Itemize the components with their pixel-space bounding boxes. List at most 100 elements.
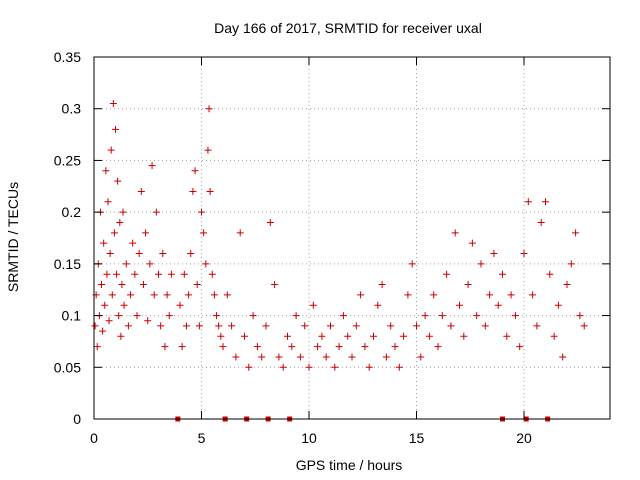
- data-point: [148, 162, 156, 170]
- data-point: [468, 239, 476, 247]
- y-ticks: 0 0.05 0.1 0.15 0.2 0.25 0.3 0.35: [54, 49, 610, 427]
- data-point: [413, 322, 420, 330]
- data-point: [191, 167, 199, 175]
- data-point: [198, 208, 205, 216]
- data-point: [580, 322, 588, 330]
- data-point: [275, 353, 283, 361]
- data-point: [438, 312, 446, 320]
- data-point: [176, 301, 184, 309]
- data-point: [357, 291, 365, 299]
- data-point: [109, 100, 117, 108]
- data-point: [567, 260, 575, 268]
- data-point: [116, 218, 124, 226]
- data-point: [236, 229, 244, 237]
- data-point: [391, 343, 399, 351]
- data-point: [490, 250, 498, 258]
- x-tick-label: 15: [409, 430, 425, 446]
- chart-title: Day 166 of 2017, SRMTID for receiver uxa…: [214, 20, 482, 36]
- data-point: [185, 291, 193, 299]
- y-tick-label: 0.25: [54, 152, 81, 168]
- data-point: [208, 270, 216, 278]
- data-point: [150, 291, 158, 299]
- data-point: [127, 291, 135, 299]
- data-point: [572, 229, 580, 237]
- plot-frame: [93, 56, 611, 420]
- data-point: [481, 322, 489, 330]
- data-point: [331, 363, 339, 371]
- data-point: [122, 260, 130, 268]
- y-tick-label: 0.1: [62, 308, 82, 324]
- data-point: [195, 322, 203, 330]
- data-point: [157, 322, 165, 330]
- data-point: [464, 281, 472, 289]
- data-point: [115, 312, 123, 320]
- data-point: [417, 353, 425, 361]
- data-point: [348, 353, 356, 361]
- data-point: [100, 239, 108, 247]
- data-point: [421, 312, 429, 320]
- grid-layer: [94, 57, 610, 419]
- data-point: [98, 281, 106, 289]
- data-point: [352, 322, 360, 330]
- data-point: [178, 343, 186, 351]
- data-point: [550, 332, 558, 340]
- data-point: [322, 353, 330, 361]
- y-tick-label: 0.35: [54, 49, 81, 65]
- data-point: [187, 250, 195, 258]
- data-point: [142, 229, 150, 237]
- data-point: [529, 291, 537, 299]
- x-tick-label: 5: [198, 430, 206, 446]
- data-point: [460, 332, 468, 340]
- data-point: [576, 312, 584, 320]
- data-point: [533, 322, 541, 330]
- data-point: [309, 301, 317, 309]
- data-point: [258, 353, 266, 361]
- data-point: [180, 270, 188, 278]
- data-point: [113, 270, 121, 278]
- data-point: [215, 322, 223, 330]
- data-point: [102, 167, 110, 175]
- data-point: [374, 301, 382, 309]
- data-point: [279, 363, 287, 371]
- data-point: [161, 343, 169, 351]
- data-point: [249, 312, 257, 320]
- data-point: [301, 322, 309, 330]
- data-point: [296, 353, 304, 361]
- data-point: [494, 301, 502, 309]
- x-tick-label: 20: [516, 430, 532, 446]
- data-point: [400, 332, 408, 340]
- data-point: [292, 312, 300, 320]
- data-point: [93, 343, 101, 351]
- data-point: [305, 363, 313, 371]
- data-point: [189, 187, 197, 195]
- data-point: [262, 322, 270, 330]
- data-point: [473, 312, 481, 320]
- data-point: [155, 270, 162, 278]
- data-point: [537, 218, 545, 226]
- data-point: [219, 343, 227, 351]
- data-point: [434, 343, 442, 351]
- data-point: [193, 281, 201, 289]
- data-point: [205, 105, 213, 113]
- data-point: [223, 291, 231, 299]
- data-point: [378, 281, 386, 289]
- data-point: [182, 322, 190, 330]
- data-point: [152, 208, 160, 216]
- data-point: [206, 187, 214, 195]
- data-point: [139, 281, 147, 289]
- data-point: [507, 291, 515, 299]
- data-point: [217, 332, 225, 340]
- data-point: [107, 146, 115, 154]
- data-point: [365, 363, 373, 371]
- data-point: [266, 218, 274, 226]
- data-point: [213, 312, 221, 320]
- data-point: [477, 260, 485, 268]
- data-point: [232, 353, 240, 361]
- data-point: [228, 322, 236, 330]
- data-point: [511, 312, 519, 320]
- y-axis-label: SRMTID / TECUs: [5, 182, 21, 292]
- data-point: [129, 239, 137, 247]
- data-point: [503, 332, 511, 340]
- data-point: [335, 343, 343, 351]
